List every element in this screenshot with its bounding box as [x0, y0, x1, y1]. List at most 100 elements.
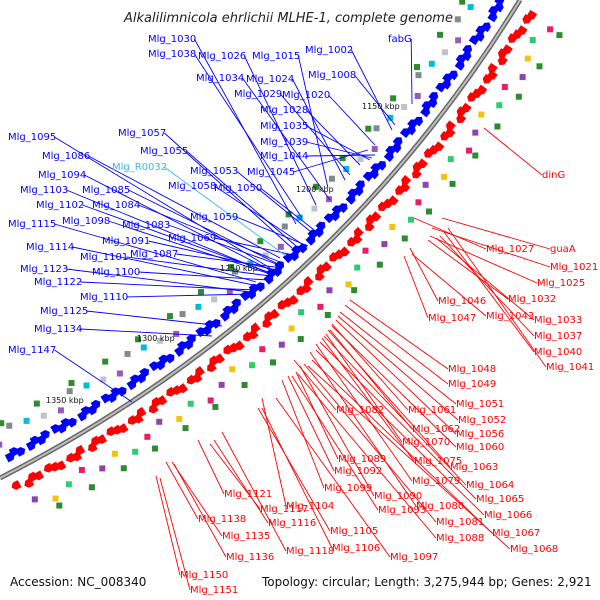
- annotation-block: [401, 235, 408, 242]
- reverse-gene-label: Mlg_1064: [466, 480, 514, 491]
- tick-label: 1250 kbp: [220, 264, 258, 273]
- reverse-gene-label: Mlg_1090: [374, 491, 422, 502]
- leader-line: [307, 365, 511, 550]
- reverse-gene-arrow: [186, 374, 197, 385]
- reverse-gene-arrow: [215, 353, 225, 364]
- forward-gene-label: Mlg_1101: [80, 252, 128, 263]
- reverse-gene-arrow: [522, 14, 533, 24]
- annotation-block: [269, 359, 276, 366]
- reverse-gene-label: Mlg_1135: [222, 531, 270, 542]
- leader-line: [194, 53, 303, 219]
- leader-line: [155, 475, 181, 576]
- annotation-block: [88, 484, 95, 491]
- reverse-gene-arrow: [383, 198, 394, 209]
- annotation-block: [0, 441, 3, 448]
- leader-line: [410, 38, 413, 105]
- leader-line: [292, 78, 346, 181]
- annotation-block: [371, 145, 378, 152]
- genome-summary: Topology: circular; Length: 3,275,944 bp…: [261, 575, 592, 589]
- forward-gene-arrow: [297, 243, 308, 254]
- annotation-block: [179, 311, 186, 318]
- annotation-block: [100, 376, 107, 383]
- map-title: Alkalilimnicola ehrlichii MLHE-1, comple…: [123, 11, 453, 26]
- reverse-gene-arrow: [365, 214, 376, 224]
- annotation-block: [218, 381, 225, 388]
- leader-line: [108, 220, 271, 275]
- reverse-gene-arrow: [262, 317, 273, 328]
- reverse-gene-label: Mlg_1052: [458, 415, 506, 426]
- annotation-block: [66, 388, 73, 395]
- leader-line: [306, 109, 361, 166]
- reverse-gene-arrow: [66, 452, 76, 463]
- reverse-gene-label: Mlg_1067: [492, 528, 540, 539]
- reverse-gene-arrow: [136, 406, 147, 417]
- reverse-gene-arrow: [75, 444, 86, 455]
- reverse-gene-arrow: [423, 148, 434, 158]
- reverse-gene-arrow: [497, 48, 508, 58]
- reverse-gene-arrow: [50, 461, 61, 472]
- leader-line: [309, 351, 417, 507]
- reverse-gene-label: Mlg_1092: [334, 466, 382, 477]
- reverse-gene-label: Mlg_1150: [180, 570, 228, 581]
- leader-line: [257, 407, 331, 532]
- tick-label: 1300 kbp: [137, 334, 175, 343]
- forward-gene-label: Mlg_1008: [308, 70, 356, 81]
- annotation-block: [297, 336, 304, 343]
- reverse-gene-label: Mlg_1061: [408, 405, 456, 416]
- forward-gene-label: Mlg_1034: [196, 73, 244, 84]
- forward-gene-arrow: [447, 70, 458, 81]
- leader-line: [483, 127, 543, 176]
- forward-gene-label: Mlg_1055: [140, 146, 188, 157]
- reverse-gene-label: Mlg_1068: [510, 544, 558, 555]
- reverse-gene-label: Mlg_1093: [378, 505, 426, 516]
- reverse-gene-label: Mlg_1088: [436, 533, 484, 544]
- reverse-gene-arrow: [43, 462, 54, 473]
- annotation-block: [415, 72, 422, 79]
- reverse-gene-label: Mlg_1043: [486, 311, 534, 322]
- reverse-gene-arrow: [517, 25, 528, 35]
- forward-gene-arrow: [210, 318, 221, 329]
- reverse-gene-arrow: [87, 442, 98, 452]
- leader-line: [80, 328, 213, 337]
- annotation-block: [459, 0, 466, 5]
- annotation-block: [57, 407, 64, 414]
- annotation-block: [241, 382, 248, 389]
- leader-line: [315, 343, 413, 482]
- forward-gene-arrow: [494, 0, 505, 6]
- leader-line: [328, 94, 376, 146]
- reverse-gene-arrow: [322, 261, 332, 272]
- leader-line: [66, 189, 267, 273]
- reverse-gene-arrow: [157, 395, 168, 406]
- reverse-gene-label: Mlg_1080: [416, 501, 464, 512]
- accession-label: Accession: NC_008340: [10, 575, 146, 589]
- leader-line: [173, 463, 227, 558]
- reverse-gene-arrow: [195, 366, 205, 376]
- annotation-block: [211, 296, 218, 303]
- annotation-block: [401, 104, 408, 111]
- reverse-gene-label: Mlg_1079: [412, 476, 460, 487]
- forward-gene-label: Mlg_1100: [92, 267, 140, 278]
- reverse-gene-arrow: [296, 285, 307, 296]
- forward-gene-arrow: [116, 386, 127, 397]
- leader-line: [311, 359, 493, 534]
- reverse-gene-arrow: [412, 161, 423, 172]
- reverse-gene-arrow: [172, 384, 183, 395]
- reverse-gene-arrow: [148, 403, 159, 414]
- annotation-block: [345, 281, 352, 288]
- annotation-block: [182, 425, 189, 432]
- reverse-gene-arrow: [192, 372, 203, 383]
- leader-line: [186, 150, 297, 247]
- annotation-block: [140, 344, 147, 351]
- reverse-gene-arrow: [229, 342, 239, 353]
- reverse-gene-arrow: [377, 201, 388, 212]
- tick-label: 1350 kbp: [46, 396, 84, 405]
- leader-line: [411, 253, 487, 317]
- reverse-gene-arrow: [482, 73, 493, 84]
- forward-gene-label: Mlg_1123: [20, 264, 68, 275]
- annotation-block: [277, 243, 284, 250]
- annotation-block: [176, 416, 183, 423]
- annotation-block: [437, 31, 444, 38]
- forward-gene-arrow: [164, 353, 175, 364]
- reverse-gene-arrow: [364, 221, 375, 231]
- leader-line: [54, 136, 271, 269]
